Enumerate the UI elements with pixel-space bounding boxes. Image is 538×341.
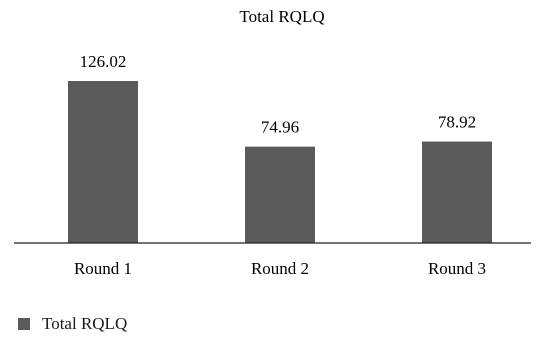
x-tick-round-2: Round 2 (251, 259, 309, 278)
legend: Total RQLQ (18, 314, 127, 334)
bars-group: 126.02 74.96 78.92 (68, 52, 492, 243)
x-tick-round-1: Round 1 (74, 259, 132, 278)
x-tick-labels: Round 1 Round 2 Round 3 (74, 259, 486, 278)
chart-title: Total RQLQ (239, 7, 324, 26)
bar-round-2 (245, 146, 315, 243)
data-label-round-3: 78.92 (438, 113, 476, 132)
legend-swatch (18, 318, 30, 330)
bar-round-3 (422, 141, 492, 243)
bar-round-1 (68, 81, 138, 243)
data-label-round-2: 74.96 (261, 118, 299, 137)
legend-label: Total RQLQ (42, 314, 128, 333)
data-label-round-1: 126.02 (80, 52, 127, 71)
x-tick-round-3: Round 3 (428, 259, 486, 278)
